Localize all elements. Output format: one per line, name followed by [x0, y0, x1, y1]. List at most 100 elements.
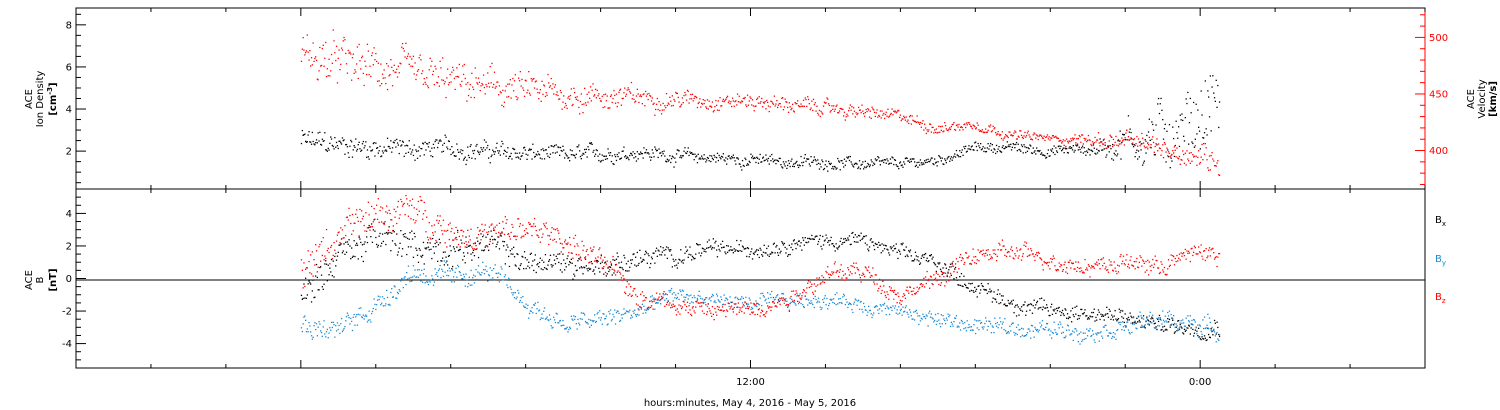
data-point	[530, 225, 532, 228]
data-point	[660, 246, 662, 248]
data-point	[639, 95, 641, 97]
data-point	[934, 158, 936, 160]
data-point	[1128, 319, 1130, 321]
data-point	[1036, 302, 1038, 304]
data-point	[329, 327, 331, 329]
data-point	[330, 53, 333, 56]
data-point	[746, 255, 748, 258]
data-point	[782, 109, 785, 111]
data-point	[1200, 338, 1202, 341]
data-point	[738, 244, 740, 246]
data-point	[359, 238, 361, 240]
data-point	[585, 322, 587, 324]
data-point	[576, 96, 578, 98]
data-point	[619, 320, 621, 322]
data-point	[607, 266, 609, 268]
data-point	[448, 140, 450, 143]
data-point	[716, 293, 718, 295]
data-point	[426, 77, 428, 79]
data-point	[566, 155, 568, 157]
data-point	[1004, 318, 1006, 320]
data-point	[546, 316, 548, 318]
data-point	[697, 102, 699, 105]
data-point	[382, 77, 384, 79]
data-point	[308, 322, 310, 324]
data-point	[360, 68, 362, 70]
data-point	[1130, 315, 1132, 317]
data-point	[1148, 118, 1150, 120]
data-point	[779, 103, 781, 105]
data-point	[723, 159, 725, 161]
data-point	[357, 77, 359, 80]
data-point	[1041, 135, 1043, 137]
data-point	[1214, 322, 1216, 324]
data-point	[486, 147, 488, 149]
data-point	[970, 125, 972, 127]
data-point	[1025, 134, 1028, 137]
data-point	[766, 99, 768, 102]
data-point	[1218, 101, 1221, 103]
data-point	[398, 72, 400, 74]
data-point	[614, 156, 617, 158]
data-point	[702, 158, 704, 160]
data-point	[1195, 327, 1197, 329]
data-point	[406, 253, 408, 256]
data-point	[1039, 322, 1041, 324]
data-point	[554, 321, 557, 324]
data-point	[424, 210, 426, 212]
data-point	[592, 270, 594, 272]
data-point	[647, 309, 649, 311]
data-point	[970, 283, 972, 285]
data-point	[1137, 321, 1139, 323]
data-point	[474, 242, 476, 244]
data-point	[559, 320, 561, 322]
data-point	[658, 299, 660, 301]
data-point	[395, 210, 397, 213]
data-point	[957, 154, 959, 157]
data-point	[782, 292, 784, 295]
data-point	[955, 315, 958, 317]
data-point	[392, 296, 394, 298]
data-point	[925, 259, 927, 262]
data-point	[349, 145, 351, 147]
data-point	[680, 294, 683, 296]
data-point	[635, 303, 638, 305]
data-point	[526, 158, 528, 160]
data-point	[501, 268, 503, 270]
data-point	[328, 332, 330, 334]
data-point	[853, 303, 855, 305]
data-point	[963, 327, 965, 330]
data-point	[1109, 332, 1111, 334]
data-point	[574, 157, 577, 159]
data-point	[602, 106, 604, 109]
data-point	[431, 147, 433, 149]
data-point	[300, 327, 303, 329]
data-point	[462, 159, 465, 161]
data-point	[905, 246, 907, 248]
data-point	[378, 80, 380, 82]
data-point	[1206, 159, 1208, 161]
data-point	[1159, 317, 1161, 319]
data-point	[643, 259, 645, 261]
data-point	[1201, 114, 1203, 116]
data-point	[966, 124, 968, 126]
data-point	[691, 259, 693, 261]
data-point	[337, 232, 339, 234]
data-point	[575, 153, 577, 155]
data-point	[392, 70, 394, 72]
data-point	[633, 157, 635, 159]
data-point	[384, 77, 386, 79]
data-point	[371, 241, 374, 243]
data-point	[590, 250, 592, 252]
data-point	[875, 159, 877, 162]
data-point	[1132, 317, 1135, 319]
data-point	[954, 129, 957, 131]
data-point	[334, 52, 336, 54]
data-point	[729, 103, 731, 105]
data-point	[1085, 138, 1087, 140]
data-point	[700, 106, 702, 108]
data-point	[349, 245, 351, 247]
data-point	[714, 106, 716, 108]
data-point	[930, 254, 932, 256]
data-point	[324, 255, 326, 257]
